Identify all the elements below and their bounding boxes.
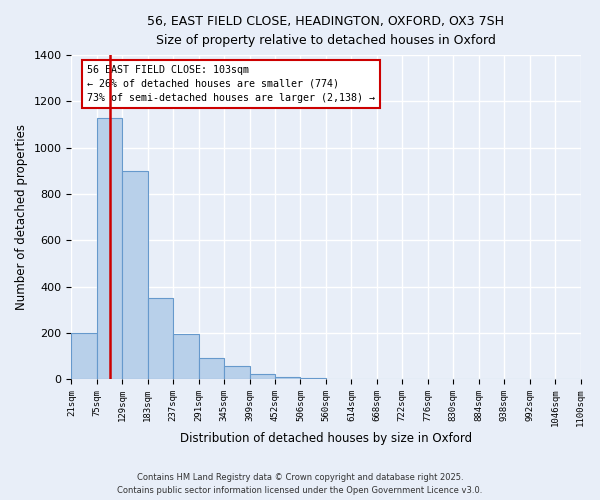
Bar (173, 334, 199, 379)
Bar (97, 118, 122, 379)
Bar (275, 377, 301, 379)
Bar (71, 333, 97, 379)
Y-axis label: Number of detached properties: Number of detached properties (15, 124, 28, 310)
Bar (199, 358, 224, 379)
Bar (148, 298, 173, 379)
Title: 56, EAST FIELD CLOSE, HEADINGTON, OXFORD, OX3 7SH
Size of property relative to d: 56, EAST FIELD CLOSE, HEADINGTON, OXFORD… (148, 15, 505, 47)
Bar (224, 366, 250, 379)
X-axis label: Distribution of detached houses by size in Oxford: Distribution of detached houses by size … (180, 432, 472, 445)
Bar (122, 171, 148, 379)
Text: 56 EAST FIELD CLOSE: 103sqm
← 26% of detached houses are smaller (774)
73% of se: 56 EAST FIELD CLOSE: 103sqm ← 26% of det… (86, 65, 374, 103)
Bar (250, 374, 275, 379)
Text: Contains HM Land Registry data © Crown copyright and database right 2025.
Contai: Contains HM Land Registry data © Crown c… (118, 474, 482, 495)
Bar (301, 378, 326, 379)
